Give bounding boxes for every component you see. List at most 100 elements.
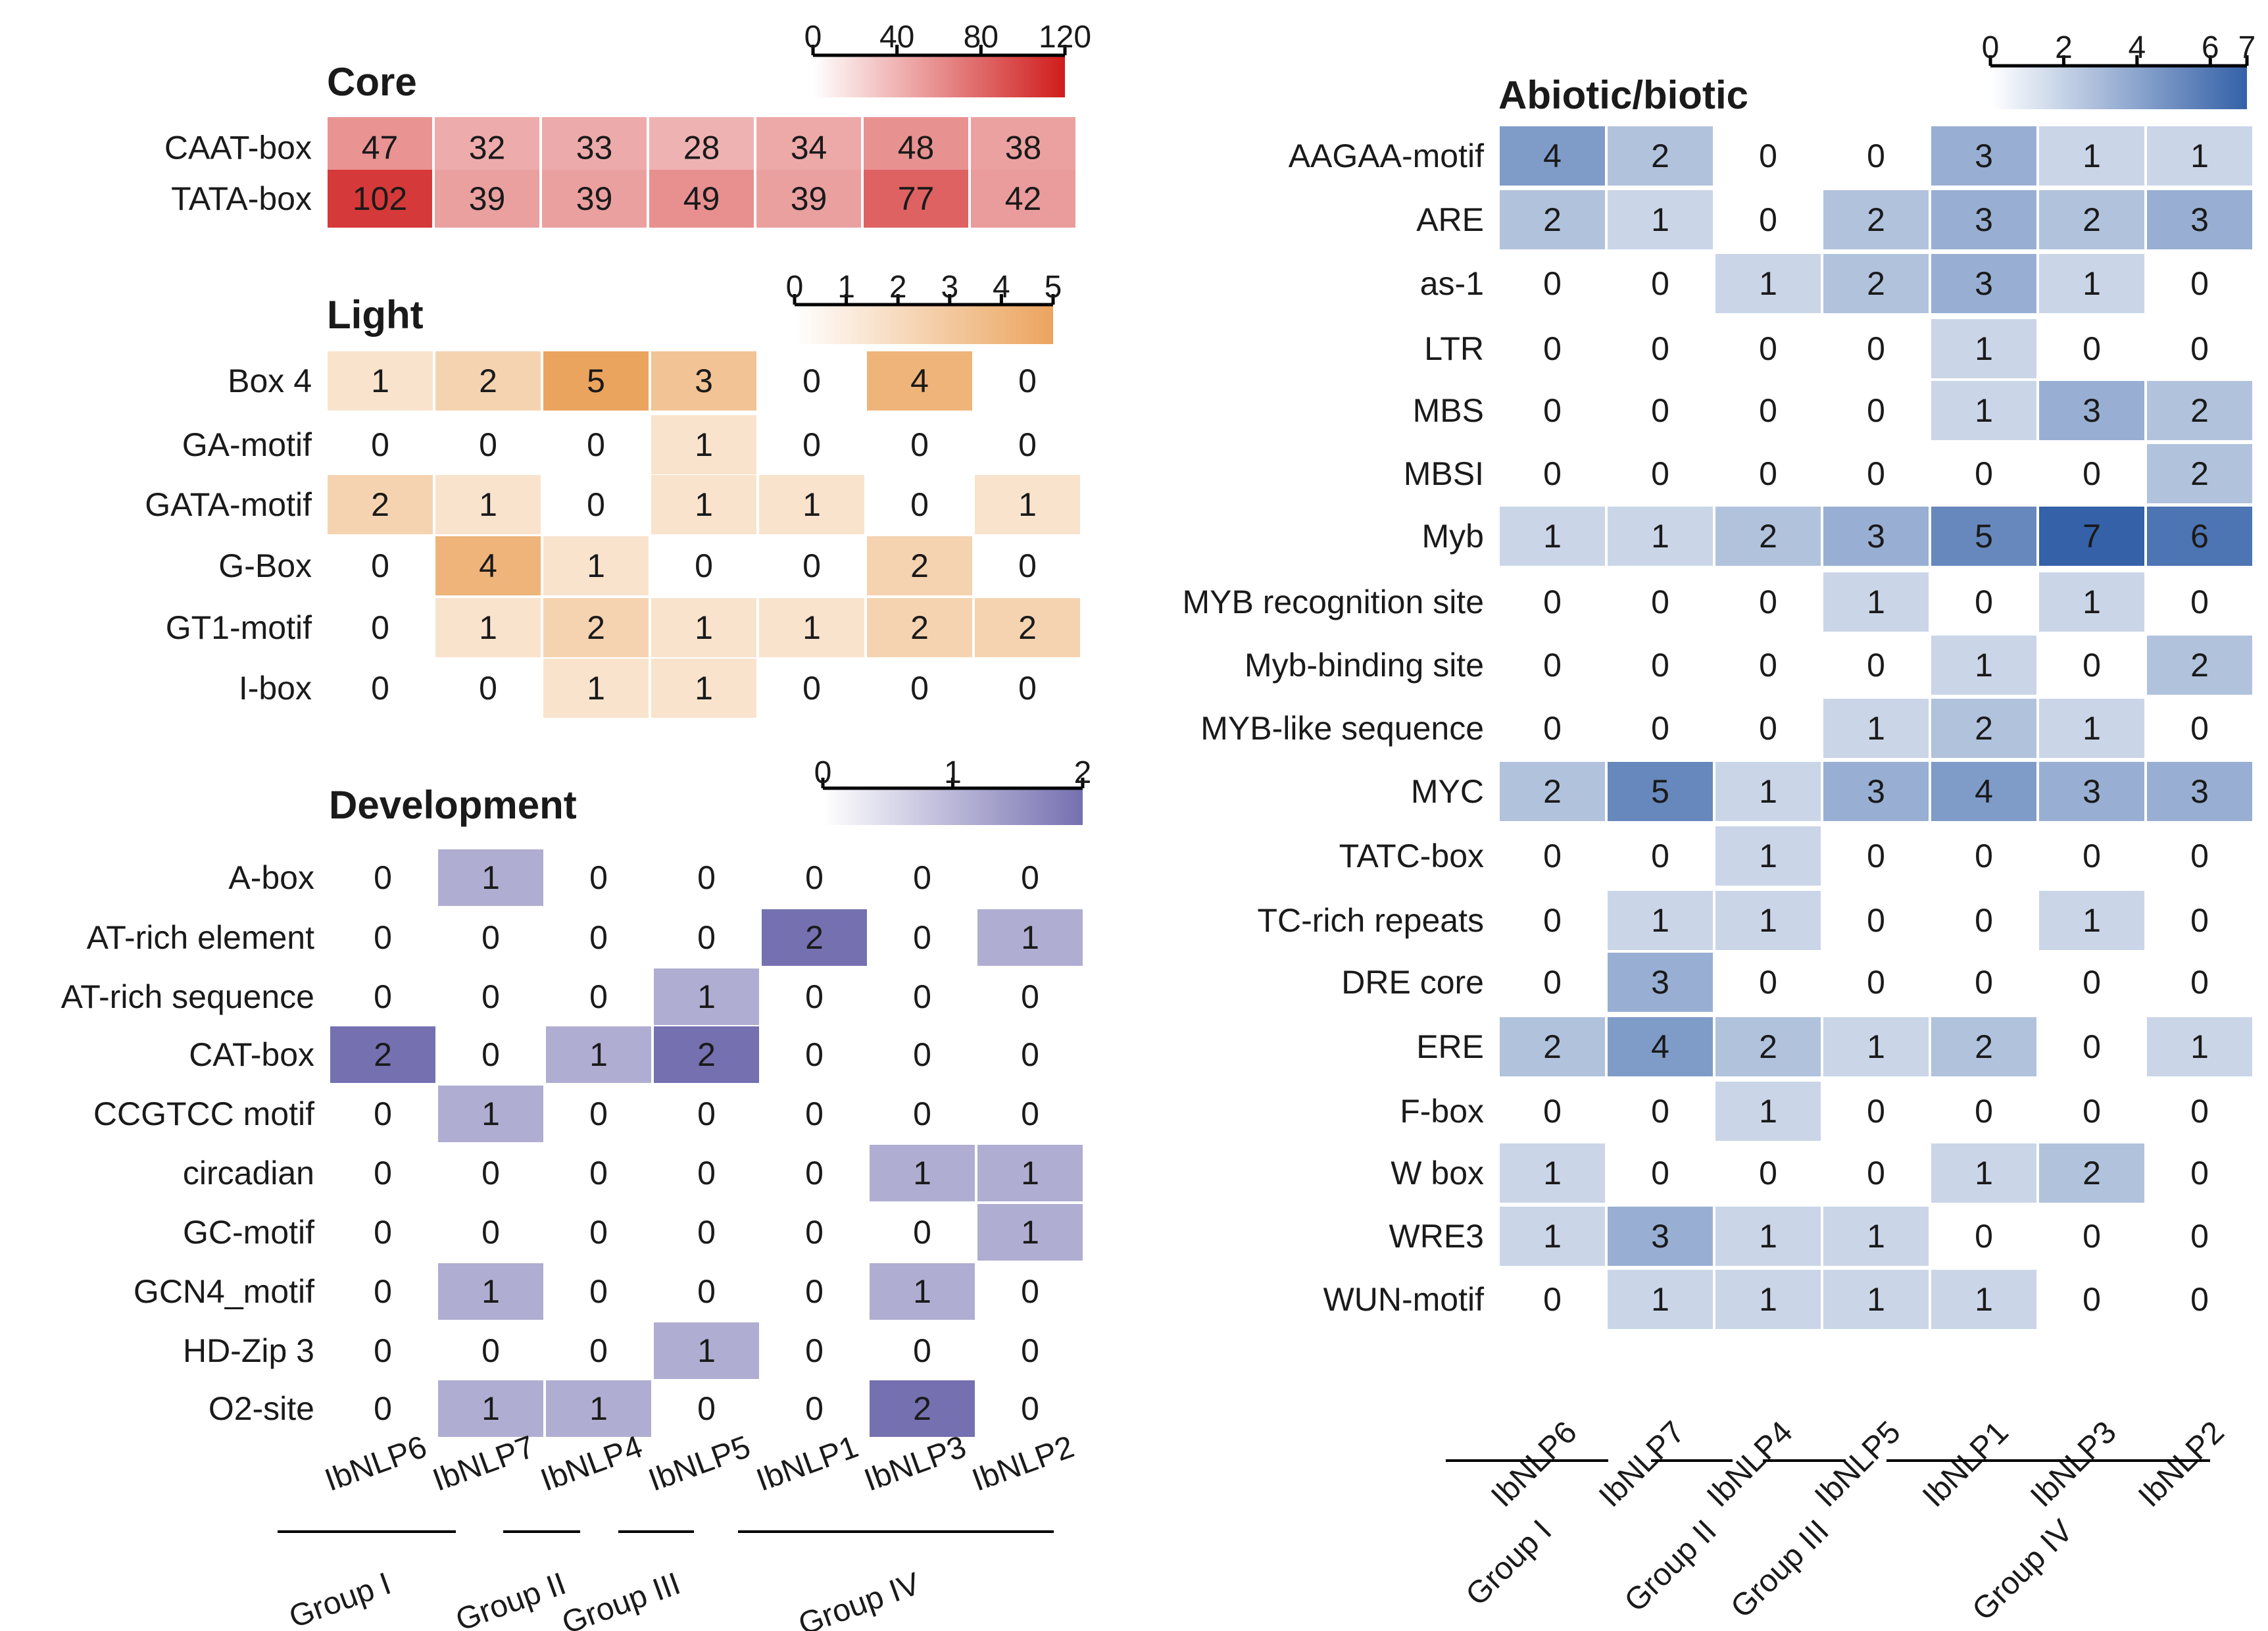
cell-value: 0 xyxy=(805,978,824,1015)
heatmap-cell xyxy=(1608,1270,1713,1329)
cell-value: 1 xyxy=(695,486,713,523)
row-label: GCN4_motif xyxy=(134,1273,314,1310)
heatmap-cell xyxy=(1500,507,1605,566)
cell-value: 2 xyxy=(805,919,824,956)
cell-value: 0 xyxy=(805,1095,824,1132)
heatmap-row-circadian: circadian 0 0 0 0 0 1 1 xyxy=(183,1145,1083,1201)
heatmap-cell xyxy=(870,1263,975,1320)
cell-value: 0 xyxy=(1867,964,1885,1001)
cell-value: 1 xyxy=(695,609,713,646)
cell-value: 1 xyxy=(1759,902,1777,939)
heatmap-cell xyxy=(1823,572,1929,632)
heatmap-cell xyxy=(867,598,972,657)
heatmap-cell xyxy=(435,117,539,178)
cell-value: 0 xyxy=(589,1214,608,1251)
cell-value: 42 xyxy=(1005,180,1042,217)
heatmap-cell xyxy=(546,1380,651,1437)
heatmap-cell xyxy=(1931,1143,2036,1203)
cell-value: 2 xyxy=(1543,201,1562,238)
heatmap-cell xyxy=(1823,1017,1929,1076)
heatmap-cell xyxy=(1823,507,1929,566)
heatmap-cell xyxy=(649,170,754,228)
heatmap-cell xyxy=(1715,254,1821,313)
cell-value: 1 xyxy=(1975,647,1993,684)
column-labels: IbNLP6IbNLP7IbNLP4IbNLP5IbNLP1IbNLP3IbNL… xyxy=(320,1430,1079,1499)
cell-value: 0 xyxy=(1975,455,1993,492)
cell-value: 1 xyxy=(481,859,500,896)
cell-value: 2 xyxy=(697,1036,716,1073)
cell-value: 0 xyxy=(481,978,500,1015)
heatmap-cell xyxy=(1608,1207,1713,1266)
cell-value: 2 xyxy=(2190,455,2209,492)
cell-value: 0 xyxy=(802,547,821,584)
cell-value: 0 xyxy=(805,859,824,896)
cell-value: 1 xyxy=(2083,902,2101,939)
cell-value: 0 xyxy=(1021,978,1039,1015)
heatmap-cell xyxy=(543,598,649,657)
heatmap-cell xyxy=(867,536,972,595)
heatmap-cell xyxy=(438,1380,543,1437)
row-label: ERE xyxy=(1416,1028,1484,1065)
heatmap-cell xyxy=(1500,1143,1605,1203)
heatmap-cell xyxy=(977,1145,1083,1201)
colorbar-tick-label: 6 xyxy=(2202,30,2219,65)
cell-value: 0 xyxy=(805,1036,824,1073)
cell-value: 1 xyxy=(1867,1028,1885,1065)
cell-value: 2 xyxy=(2083,201,2101,238)
cell-value: 0 xyxy=(1651,1093,1669,1130)
heatmap-cell xyxy=(2039,1143,2144,1203)
cell-value: 0 xyxy=(1759,455,1777,492)
cell-value: 1 xyxy=(481,1095,500,1132)
heatmap-cell xyxy=(1823,1207,1929,1266)
heatmap-cell xyxy=(651,415,756,474)
cell-value: 0 xyxy=(1543,964,1562,1001)
column-label: IbNLP3 xyxy=(2024,1415,2123,1514)
cell-value: 0 xyxy=(589,1095,608,1132)
cell-value: 102 xyxy=(353,180,407,217)
panel-development: Development 0 1 2 A-box 0 1 0 0 0 0 0 AT-rich elemen… xyxy=(61,755,1092,1631)
row-label: GA-motif xyxy=(182,426,312,463)
heatmap-row-box-4: Box 4 1 2 5 3 0 4 0 xyxy=(228,351,1037,411)
group-label: Group I xyxy=(1460,1513,1559,1613)
column-label: IbNLP2 xyxy=(968,1430,1079,1499)
cell-value: 1 xyxy=(479,609,497,646)
cell-value: 2 xyxy=(479,363,497,399)
heatmap-cell xyxy=(1500,126,1605,186)
cell-value: 0 xyxy=(2083,330,2101,367)
heatmap-row-cat-box: CAT-box 2 0 1 2 0 0 0 xyxy=(189,1026,1039,1083)
heatmap-cell xyxy=(654,1026,759,1083)
cell-value: 1 xyxy=(2083,265,2101,302)
heatmap-cell xyxy=(2039,126,2144,186)
cell-value: 0 xyxy=(1867,392,1885,429)
heatmap-cell xyxy=(1715,826,1821,886)
heatmap-cell xyxy=(2147,636,2252,695)
heatmap-cell xyxy=(328,351,433,411)
column-label: IbNLP5 xyxy=(1808,1415,1908,1514)
cell-value: 0 xyxy=(587,426,605,463)
colorbar: 0 1 2 xyxy=(814,755,1091,825)
cell-value: 0 xyxy=(1975,838,1993,874)
row-label: A-box xyxy=(228,859,314,896)
heatmap-cell xyxy=(1823,190,1929,249)
cell-value: 0 xyxy=(1975,584,1993,620)
cell-value: 0 xyxy=(1867,1093,1885,1130)
heatmap-cell xyxy=(2147,507,2252,566)
row-label: G-Box xyxy=(218,547,312,584)
cell-value: 1 xyxy=(1975,1281,1993,1318)
group-label: Group IV xyxy=(794,1567,925,1631)
cell-value: 3 xyxy=(2190,773,2209,810)
cell-value: 0 xyxy=(1651,1155,1669,1192)
cell-value: 1 xyxy=(695,670,713,707)
cell-value: 1 xyxy=(2083,138,2101,174)
heatmap-cell xyxy=(1931,1270,2036,1329)
cell-value: 6 xyxy=(2190,518,2209,555)
cell-value: 0 xyxy=(1543,647,1562,684)
cell-value: 2 xyxy=(2190,647,2209,684)
colorbar-tick-label: 0 xyxy=(814,755,832,790)
colorbar: 0 40 80 120 xyxy=(804,20,1091,97)
cell-value: 0 xyxy=(1018,670,1037,707)
group-label: Group II xyxy=(451,1567,570,1631)
heatmap-cell xyxy=(2039,190,2144,249)
